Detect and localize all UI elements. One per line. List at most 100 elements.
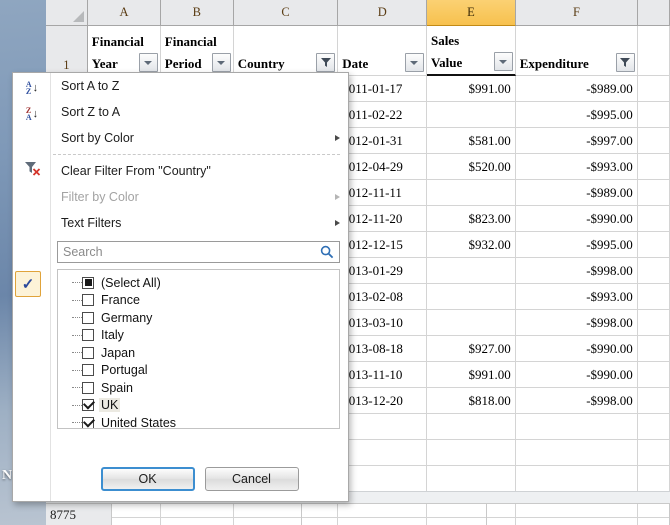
cell-financial-year[interactable] xyxy=(87,492,161,518)
cell-expenditure[interactable]: -$998.00 xyxy=(515,310,638,336)
cell-country[interactable] xyxy=(234,518,339,525)
filter-checkbox[interactable] xyxy=(82,329,94,342)
filter-checkbox[interactable] xyxy=(82,311,94,324)
cell-expenditure[interactable]: -$990.00 xyxy=(515,336,638,362)
bottom-cell-4[interactable] xyxy=(487,503,670,525)
cell-expenditure[interactable] xyxy=(515,466,638,492)
cell-date[interactable] xyxy=(338,492,427,518)
cell-sales-value[interactable]: $932.00 xyxy=(426,232,516,258)
filter-list-item[interactable]: Germany xyxy=(58,309,339,327)
cell-date[interactable]: 2011-01-17 xyxy=(338,76,427,102)
filter-checkbox[interactable] xyxy=(82,364,94,377)
filter-button-sales-value[interactable] xyxy=(493,52,513,71)
filter-checkbox[interactable] xyxy=(82,381,94,394)
cell-sales-value[interactable]: $991.00 xyxy=(426,362,516,388)
cell-date[interactable] xyxy=(338,440,427,466)
filter-list-item[interactable]: Japan xyxy=(58,344,339,362)
header-cell-financial-period[interactable]: Financial Period xyxy=(160,26,234,76)
cell-sales-value[interactable] xyxy=(427,518,516,525)
cell-g[interactable] xyxy=(637,466,670,492)
filter-list-item[interactable]: UK xyxy=(58,397,339,415)
cell-date[interactable]: 2013-08-18 xyxy=(338,336,427,362)
bottom-cell-3[interactable] xyxy=(302,503,487,525)
header-cell-date[interactable]: Date xyxy=(338,26,427,76)
filter-list-item[interactable]: France xyxy=(58,292,339,310)
cell-expenditure[interactable] xyxy=(515,440,638,466)
cell-sales-value[interactable]: $823.00 xyxy=(426,206,516,232)
filter-button-date[interactable] xyxy=(404,53,424,72)
cell-sales-value[interactable] xyxy=(426,258,516,284)
cell-date[interactable] xyxy=(338,518,427,525)
cell-expenditure[interactable] xyxy=(515,492,638,518)
column-header-g[interactable] xyxy=(638,0,670,26)
cell-g[interactable] xyxy=(637,128,670,154)
menu-item-text-filters[interactable]: Text Filters xyxy=(51,210,348,236)
cell-date[interactable] xyxy=(338,414,427,440)
cell-expenditure[interactable]: -$995.00 xyxy=(515,102,638,128)
header-cell-expenditure[interactable]: Expenditure xyxy=(515,26,638,76)
cell-sales-value[interactable] xyxy=(426,180,516,206)
header-cell-g[interactable] xyxy=(637,26,670,76)
cell-expenditure[interactable]: -$990.00 xyxy=(515,206,638,232)
cell-date[interactable]: 2012-01-31 xyxy=(338,128,427,154)
cell-sales-value[interactable] xyxy=(426,310,516,336)
cell-g[interactable] xyxy=(637,76,670,102)
cell-date[interactable]: 2012-12-15 xyxy=(338,232,427,258)
cell-expenditure[interactable]: -$998.00 xyxy=(515,388,638,414)
cell-expenditure[interactable] xyxy=(515,414,638,440)
cell-expenditure[interactable]: -$989.00 xyxy=(515,76,638,102)
cell-country[interactable] xyxy=(233,492,339,518)
filter-list-item[interactable]: (Select All) xyxy=(58,274,339,292)
cell-sales-value[interactable]: $818.00 xyxy=(426,388,516,414)
column-header-b[interactable]: B xyxy=(160,0,234,26)
cell-date[interactable]: 2013-11-10 xyxy=(338,362,427,388)
cell-expenditure[interactable]: -$993.00 xyxy=(515,154,638,180)
cell-sales-value[interactable] xyxy=(426,414,516,440)
cell-sales-value[interactable] xyxy=(426,466,516,492)
filter-list-item[interactable]: United States xyxy=(58,414,339,428)
cell-date[interactable]: 2012-11-11 xyxy=(338,180,427,206)
menu-item-sort-a-to-z[interactable]: Sort A to Z xyxy=(51,73,348,99)
cell-financial-period[interactable] xyxy=(161,518,234,525)
filter-list-item[interactable]: Spain xyxy=(58,379,339,397)
select-all-corner[interactable] xyxy=(46,0,89,26)
cell-expenditure[interactable]: -$995.00 xyxy=(515,232,638,258)
cell-g[interactable] xyxy=(637,102,670,128)
cell-g[interactable] xyxy=(637,310,670,336)
cell-date[interactable]: 2011-02-22 xyxy=(338,102,427,128)
menu-item-sort-z-to-a[interactable]: Sort Z to A xyxy=(51,99,348,125)
cell-date[interactable] xyxy=(338,466,427,492)
menu-item-clear-filter[interactable]: Clear Filter From "Country" xyxy=(51,158,348,184)
cell-date[interactable]: 2013-03-10 xyxy=(338,310,427,336)
cell-g[interactable] xyxy=(637,232,670,258)
cell-expenditure[interactable]: -$998.00 xyxy=(515,258,638,284)
cell-expenditure[interactable] xyxy=(516,518,638,525)
filter-checkbox[interactable] xyxy=(82,276,94,289)
filter-button-expenditure[interactable] xyxy=(615,53,635,72)
filter-button-country[interactable] xyxy=(316,53,336,72)
cell-financial-period[interactable] xyxy=(160,492,234,518)
cell-sales-value[interactable] xyxy=(426,440,516,466)
cell-g[interactable] xyxy=(637,284,670,310)
cell-date[interactable]: 2013-02-08 xyxy=(338,284,427,310)
bottom-cell-2[interactable] xyxy=(112,503,302,525)
cell-sales-value[interactable]: $581.00 xyxy=(426,128,516,154)
cell-g[interactable] xyxy=(637,388,670,414)
filter-checkbox[interactable] xyxy=(82,416,94,428)
cell-g[interactable] xyxy=(637,362,670,388)
filter-button-financial-period[interactable] xyxy=(211,53,231,72)
cell-sales-value[interactable]: $927.00 xyxy=(426,336,516,362)
search-magnifier-icon[interactable] xyxy=(320,245,334,262)
cell-g[interactable] xyxy=(637,154,670,180)
cell-g[interactable] xyxy=(637,440,670,466)
column-header-d[interactable]: D xyxy=(338,0,428,26)
cell-g[interactable] xyxy=(637,258,670,284)
cell-expenditure[interactable]: -$990.00 xyxy=(515,362,638,388)
bottom-cell-value[interactable]: 8775 xyxy=(46,503,112,525)
cell-g[interactable] xyxy=(637,180,670,206)
cell-sales-value[interactable] xyxy=(426,102,516,128)
cancel-button[interactable]: Cancel xyxy=(204,467,299,491)
header-cell-sales-value[interactable]: Sales Value xyxy=(426,26,516,76)
column-header-a[interactable]: A xyxy=(88,0,161,26)
search-input[interactable]: Search xyxy=(57,241,340,263)
